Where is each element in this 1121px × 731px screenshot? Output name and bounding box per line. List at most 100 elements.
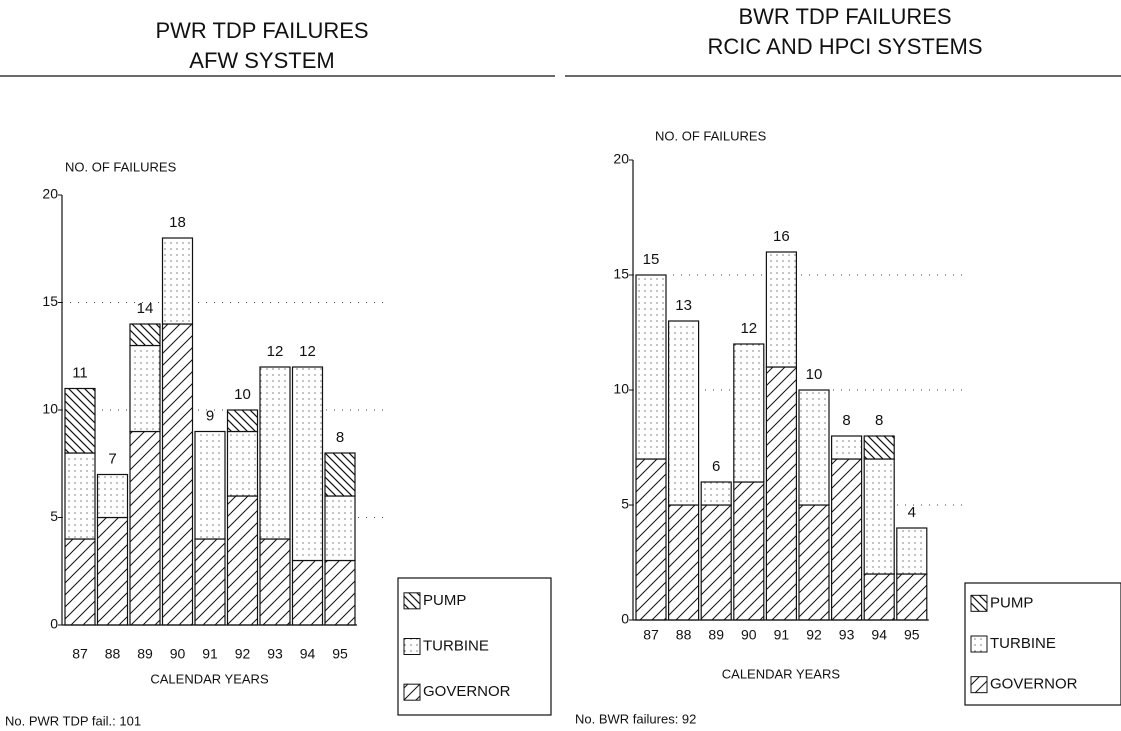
x-tick-label: 89 bbox=[137, 646, 153, 662]
legend-swatch bbox=[403, 683, 421, 701]
bar-segment bbox=[194, 538, 226, 626]
bar-segment bbox=[226, 495, 259, 626]
bar-segment bbox=[129, 430, 161, 626]
y-tick-label: 10 bbox=[613, 381, 629, 397]
x-tick-label: 88 bbox=[105, 646, 121, 662]
bar-segment bbox=[635, 274, 667, 460]
bar-segment bbox=[798, 389, 830, 506]
bar-segment bbox=[226, 430, 259, 497]
bar-segment bbox=[129, 323, 161, 347]
legend-label: TURBINE bbox=[990, 635, 1056, 652]
bar-segment bbox=[896, 573, 928, 621]
bar-segment bbox=[765, 366, 798, 621]
bar-segment bbox=[129, 344, 161, 433]
bar-segment bbox=[667, 504, 700, 621]
total-label: 18 bbox=[169, 214, 186, 231]
total-label: 13 bbox=[675, 297, 692, 314]
total-label: 7 bbox=[108, 450, 116, 467]
x-tick-label: 90 bbox=[741, 627, 757, 643]
total-label: 8 bbox=[842, 412, 850, 429]
total-label: 12 bbox=[267, 343, 284, 360]
legend-label: TURBINE bbox=[423, 637, 489, 654]
y-tick-label: 5 bbox=[50, 508, 58, 524]
bar-segment bbox=[96, 516, 129, 626]
bar-segment bbox=[863, 573, 895, 621]
total-label: 11 bbox=[72, 364, 88, 381]
bar-segment bbox=[635, 458, 667, 621]
x-tick-label: 93 bbox=[839, 627, 855, 643]
total-label: 4 bbox=[908, 504, 916, 521]
legend-box bbox=[397, 577, 552, 716]
bar-segment bbox=[863, 435, 895, 460]
legend-label: GOVERNOR bbox=[423, 683, 511, 700]
y-tick-label: 0 bbox=[50, 616, 58, 632]
bar-segment bbox=[798, 504, 830, 621]
bar-segment bbox=[863, 458, 895, 575]
legend-label: GOVERNOR bbox=[990, 676, 1078, 693]
bar-segment bbox=[896, 527, 928, 575]
total-label: 12 bbox=[740, 320, 757, 337]
chart-title: PWR TDP FAILURES bbox=[155, 18, 368, 43]
bar-segment bbox=[324, 452, 356, 497]
total-label: 9 bbox=[206, 407, 214, 424]
bar-segment bbox=[194, 430, 226, 540]
bar-segment bbox=[161, 323, 194, 626]
legend-label: PUMP bbox=[423, 592, 466, 609]
bar-segment bbox=[830, 458, 863, 621]
y-tick-label: 20 bbox=[42, 186, 58, 202]
bar-segment bbox=[700, 481, 732, 506]
legend-swatch bbox=[970, 676, 988, 694]
bar-segment bbox=[324, 495, 356, 562]
y-tick-label: 10 bbox=[42, 401, 58, 417]
total-label: 8 bbox=[875, 412, 883, 429]
x-tick-label: 92 bbox=[235, 646, 251, 662]
x-tick-label: 88 bbox=[676, 627, 692, 643]
bar-segment bbox=[324, 559, 356, 626]
bar-segment bbox=[64, 387, 96, 454]
x-tick-label: 94 bbox=[300, 646, 316, 662]
total-label: 6 bbox=[712, 458, 720, 475]
footnote: No. BWR failures: 92 bbox=[575, 711, 696, 726]
bar-segment bbox=[667, 320, 700, 506]
x-tick-label: 92 bbox=[806, 627, 822, 643]
bar-segment bbox=[161, 237, 194, 325]
total-label: 14 bbox=[137, 300, 154, 317]
x-tick-label: 89 bbox=[708, 627, 724, 643]
y-tick-label: 5 bbox=[621, 496, 629, 512]
bar-segment bbox=[259, 366, 291, 540]
bar-segment bbox=[259, 538, 291, 626]
total-label: 10 bbox=[234, 386, 251, 403]
x-tick-label: 95 bbox=[904, 627, 920, 643]
total-label: 10 bbox=[806, 366, 823, 383]
legend-box bbox=[964, 582, 1121, 706]
x-tick-label: 93 bbox=[267, 646, 283, 662]
x-axis-label: CALENDAR YEARS bbox=[722, 666, 841, 681]
legend-swatch bbox=[970, 594, 988, 612]
total-label: 8 bbox=[336, 429, 344, 446]
bar-segment bbox=[291, 559, 324, 626]
chart-title: BWR TDP FAILURES bbox=[738, 4, 951, 29]
legend-swatch bbox=[970, 635, 988, 653]
y-tick-label: 20 bbox=[613, 151, 629, 167]
bar-segment bbox=[64, 452, 96, 540]
y-axis-label: NO. OF FAILURES bbox=[655, 128, 767, 143]
bar-segment bbox=[96, 473, 129, 519]
x-tick-label: 95 bbox=[332, 646, 348, 662]
legend-swatch bbox=[403, 592, 421, 610]
x-tick-label: 87 bbox=[643, 627, 659, 643]
x-tick-label: 94 bbox=[871, 627, 887, 643]
bar-segment bbox=[700, 504, 732, 621]
y-tick-label: 15 bbox=[613, 266, 629, 282]
total-label: 15 bbox=[643, 251, 660, 268]
chart-title: RCIC AND HPCI SYSTEMS bbox=[707, 34, 982, 59]
total-label: 12 bbox=[299, 343, 316, 360]
legend-label: PUMP bbox=[990, 594, 1033, 611]
x-tick-label: 91 bbox=[202, 646, 218, 662]
bar-segment bbox=[733, 343, 765, 483]
bar-segment bbox=[226, 409, 259, 433]
legend-swatch bbox=[403, 638, 421, 655]
y-tick-label: 15 bbox=[42, 293, 58, 309]
x-tick-label: 87 bbox=[72, 646, 88, 662]
y-tick-label: 0 bbox=[621, 611, 629, 627]
